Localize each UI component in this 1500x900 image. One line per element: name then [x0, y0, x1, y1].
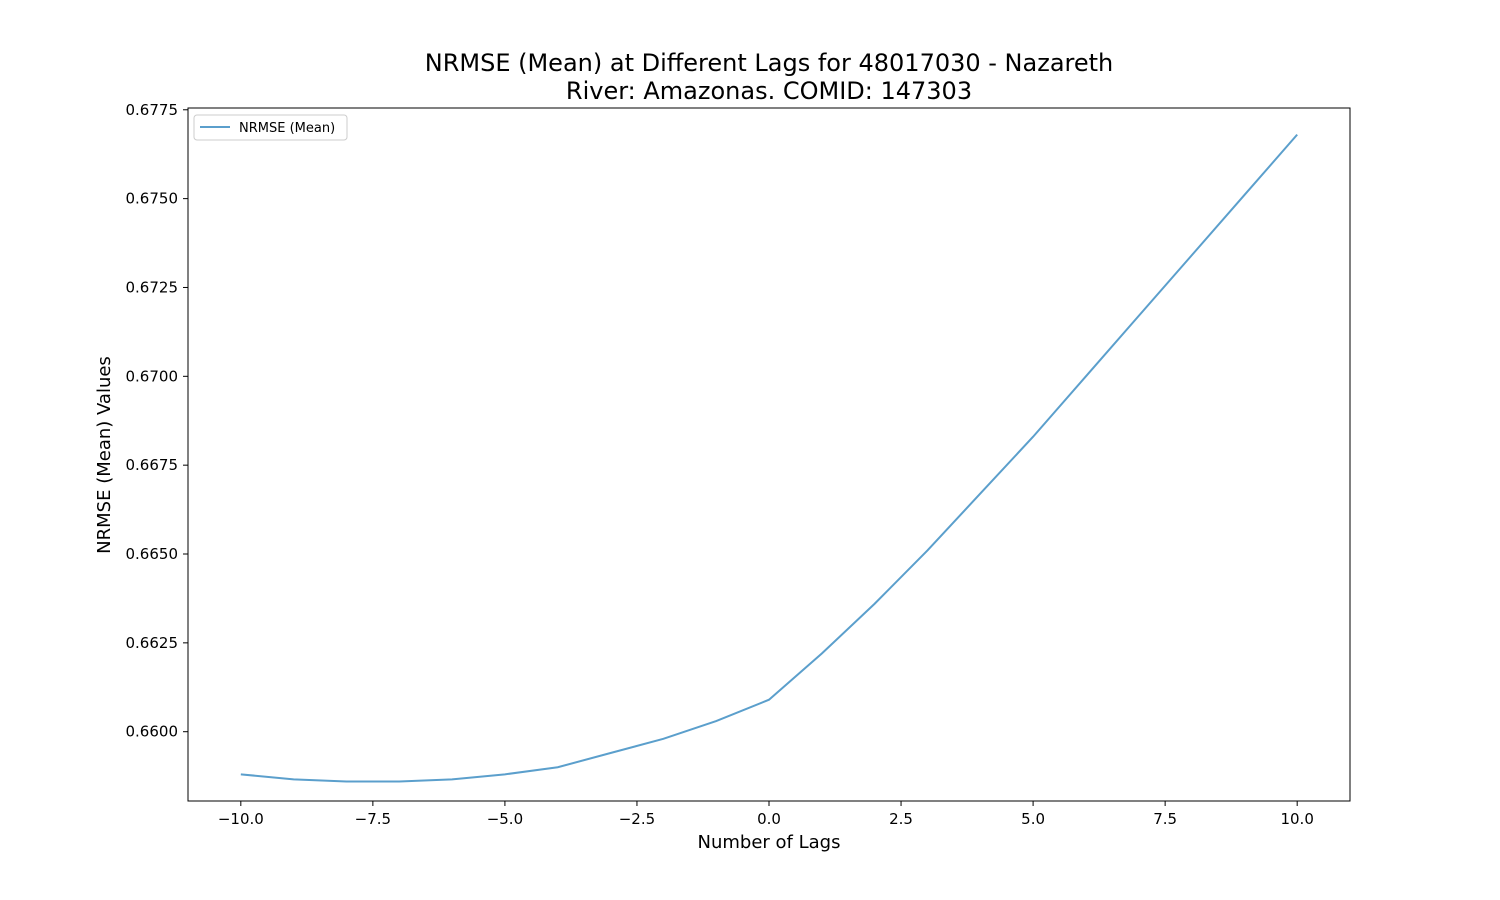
x-tick-label: 5.0 [1021, 810, 1045, 828]
series-line [240, 133, 1298, 783]
y-tick-label: 0.6750 [126, 190, 179, 208]
y-tick-label: 0.6700 [126, 367, 179, 385]
x-tick-label: 10.0 [1280, 810, 1313, 828]
legend-label: NRMSE (Mean) [239, 121, 335, 136]
y-tick-label: 0.6650 [126, 545, 179, 563]
y-tick-label: 0.6675 [126, 456, 179, 474]
y-tick-label: 0.6625 [126, 634, 179, 652]
x-tick-label: −2.5 [619, 810, 655, 828]
x-tick-label: 0.0 [757, 810, 781, 828]
y-tick-label: 0.6725 [126, 278, 179, 296]
x-tick-label: −7.5 [355, 810, 391, 828]
x-tick-label: −10.0 [218, 810, 264, 828]
chart-title-line1: NRMSE (Mean) at Different Lags for 48017… [425, 49, 1114, 77]
y-axis-label: NRMSE (Mean) Values [94, 356, 115, 554]
series-layer [240, 133, 1298, 783]
plot-area [187, 107, 1351, 802]
x-axis: −10.0 −7.5 −5.0 −2.5 0.0 2.5 5.0 7.5 10.0 [218, 801, 1314, 828]
x-tick-label: −5.0 [487, 810, 523, 828]
legend-box [193, 114, 348, 141]
legend: NRMSE (Mean) [193, 114, 348, 141]
x-axis-label: Number of Lags [698, 832, 841, 853]
y-axis: 0.6600 0.6625 0.6650 0.6675 0.6700 0.6725 0.67… [126, 101, 188, 741]
x-tick-label: 7.5 [1153, 810, 1177, 828]
x-tick-label: 2.5 [889, 810, 913, 828]
y-tick-label: 0.6600 [126, 723, 179, 741]
y-tick-label: 0.6775 [126, 101, 179, 119]
chart-title-line2: River: Amazonas. COMID: 147303 [566, 77, 972, 105]
